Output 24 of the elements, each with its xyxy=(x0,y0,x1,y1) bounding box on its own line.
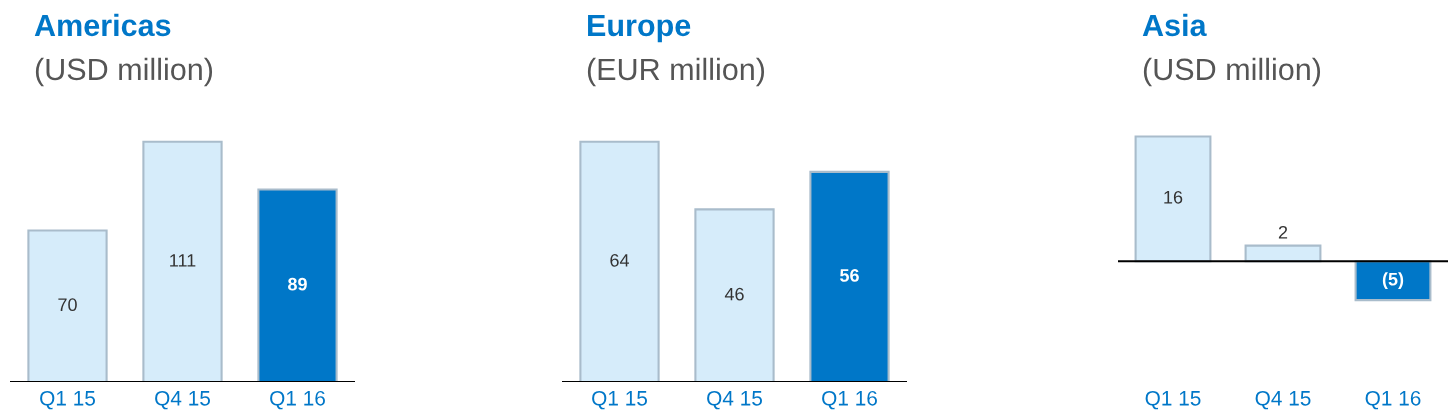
x-tick-label: Q1 15 xyxy=(1145,390,1201,410)
data-label: 111 xyxy=(170,254,196,267)
chart-subtitle: (EUR million) xyxy=(587,57,765,87)
data-label: 2 xyxy=(1278,225,1288,239)
data-label: 70 xyxy=(58,298,77,312)
x-tick-label: Q1 15 xyxy=(40,390,95,410)
chart-title: Asia xyxy=(1142,13,1207,37)
chart-subtitle: (USD million) xyxy=(35,57,213,87)
data-label: 56 xyxy=(840,268,859,282)
x-tick-label: Q4 15 xyxy=(155,390,210,410)
x-tick-label: Q1 15 xyxy=(592,390,647,410)
x-tick-label: Q4 15 xyxy=(707,390,762,410)
chart-subtitle: (USD million) xyxy=(1143,57,1321,87)
data-label: 46 xyxy=(724,287,744,301)
data-label: 16 xyxy=(1164,190,1183,204)
x-tick-label: Q1 16 xyxy=(822,390,877,410)
data-label: 64 xyxy=(610,253,630,267)
x-tick-label: Q1 16 xyxy=(1365,390,1421,410)
x-tick-label: Q4 15 xyxy=(1255,390,1311,410)
chart-title: Americas xyxy=(34,13,171,37)
chart-title: Europe xyxy=(588,14,691,43)
data-label: 89 xyxy=(288,277,307,291)
data-label: (5) xyxy=(1382,272,1404,290)
x-tick-label: Q1 16 xyxy=(270,390,325,410)
